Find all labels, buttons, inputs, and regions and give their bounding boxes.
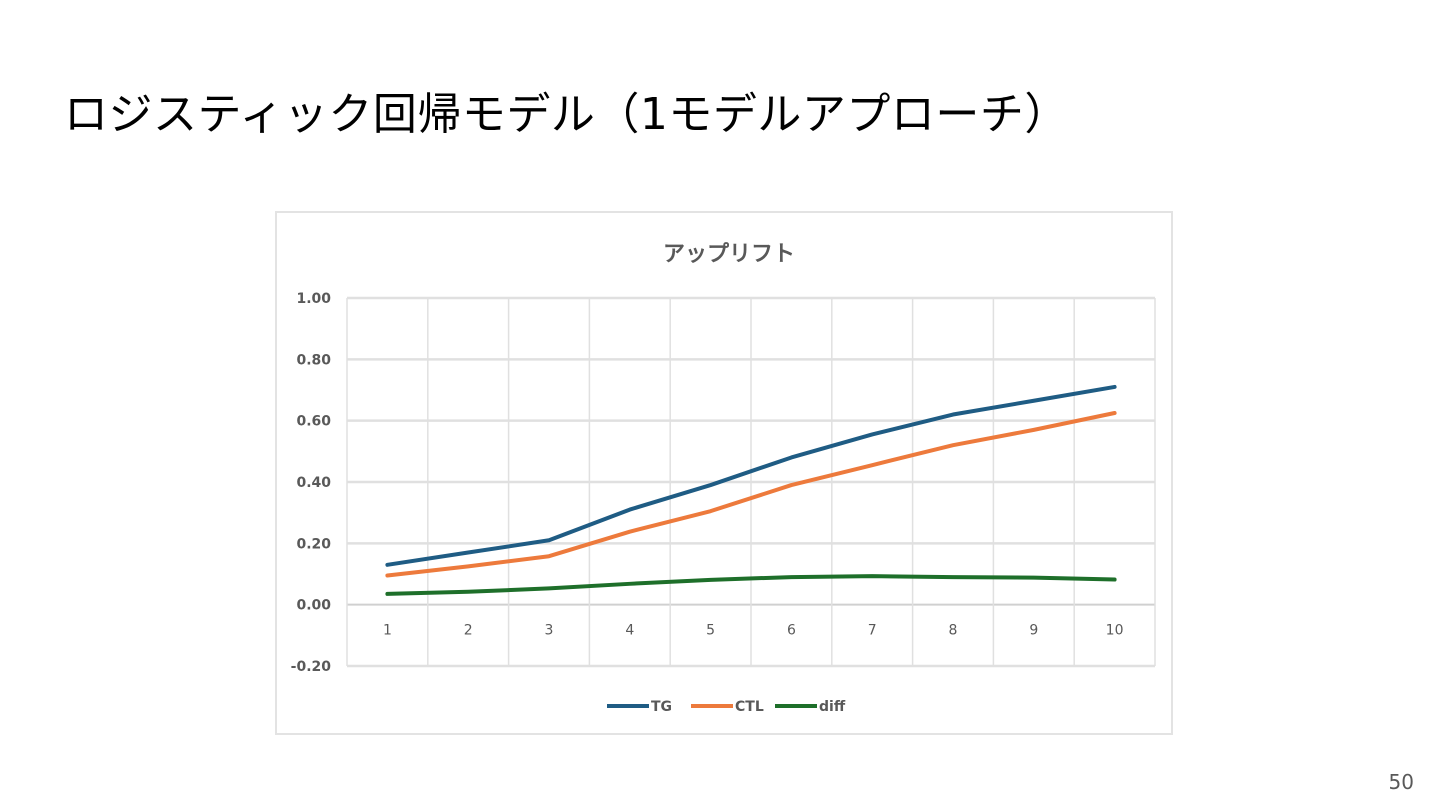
x-tick-label: 9: [1029, 623, 1038, 639]
x-tick-label: 4: [625, 623, 634, 639]
x-tick-label: 7: [868, 623, 877, 639]
y-tick-label: 0.40: [296, 475, 331, 491]
chart-legend: TG CTL diff: [607, 699, 846, 715]
y-axis-ticks: 1.00 0.80 0.60 0.40 0.20 0.00 -0.20: [291, 291, 332, 675]
x-tick-label: 8: [949, 623, 958, 639]
x-tick-label: 3: [545, 623, 554, 639]
series-line-tg: [385, 384, 1117, 567]
y-tick-label: 1.00: [296, 291, 331, 307]
y-tick-label: 0.20: [296, 536, 331, 552]
legend-label-ctl: CTL: [735, 699, 764, 715]
y-tick-label: 0.60: [296, 414, 331, 430]
x-axis-ticks: 1 2 3 4 5 6 7 8 9 10: [383, 623, 1124, 639]
legend-label-tg: TG: [651, 699, 672, 715]
y-tick-label: 0.80: [296, 352, 331, 368]
x-tick-label: 2: [464, 623, 473, 639]
chart-container: アップリフト 1.00 0.80 0.60 0.40 0.20 0.00 -0.20 1 2 3…: [275, 211, 1173, 735]
x-tick-label: 10: [1106, 623, 1124, 639]
page-number: 50: [1388, 770, 1414, 794]
y-tick-label: 0.00: [296, 598, 331, 614]
uplift-line-chart: アップリフト 1.00 0.80 0.60 0.40 0.20 0.00 -0.20 1 2 3…: [291, 242, 1156, 715]
series-line-ctl: [385, 411, 1117, 578]
legend-label-diff: diff: [819, 699, 846, 715]
x-tick-label: 1: [383, 623, 392, 639]
slide-title: ロジスティック回帰モデル（1モデルアプローチ）: [64, 89, 1069, 140]
y-tick-label: -0.20: [291, 659, 332, 675]
chart-title: アップリフト: [663, 242, 795, 267]
x-tick-label: 6: [787, 623, 796, 639]
x-tick-label: 5: [706, 623, 715, 639]
series-line-diff: [385, 574, 1117, 596]
gridlines: [346, 296, 1156, 668]
series-lines: [385, 384, 1117, 596]
